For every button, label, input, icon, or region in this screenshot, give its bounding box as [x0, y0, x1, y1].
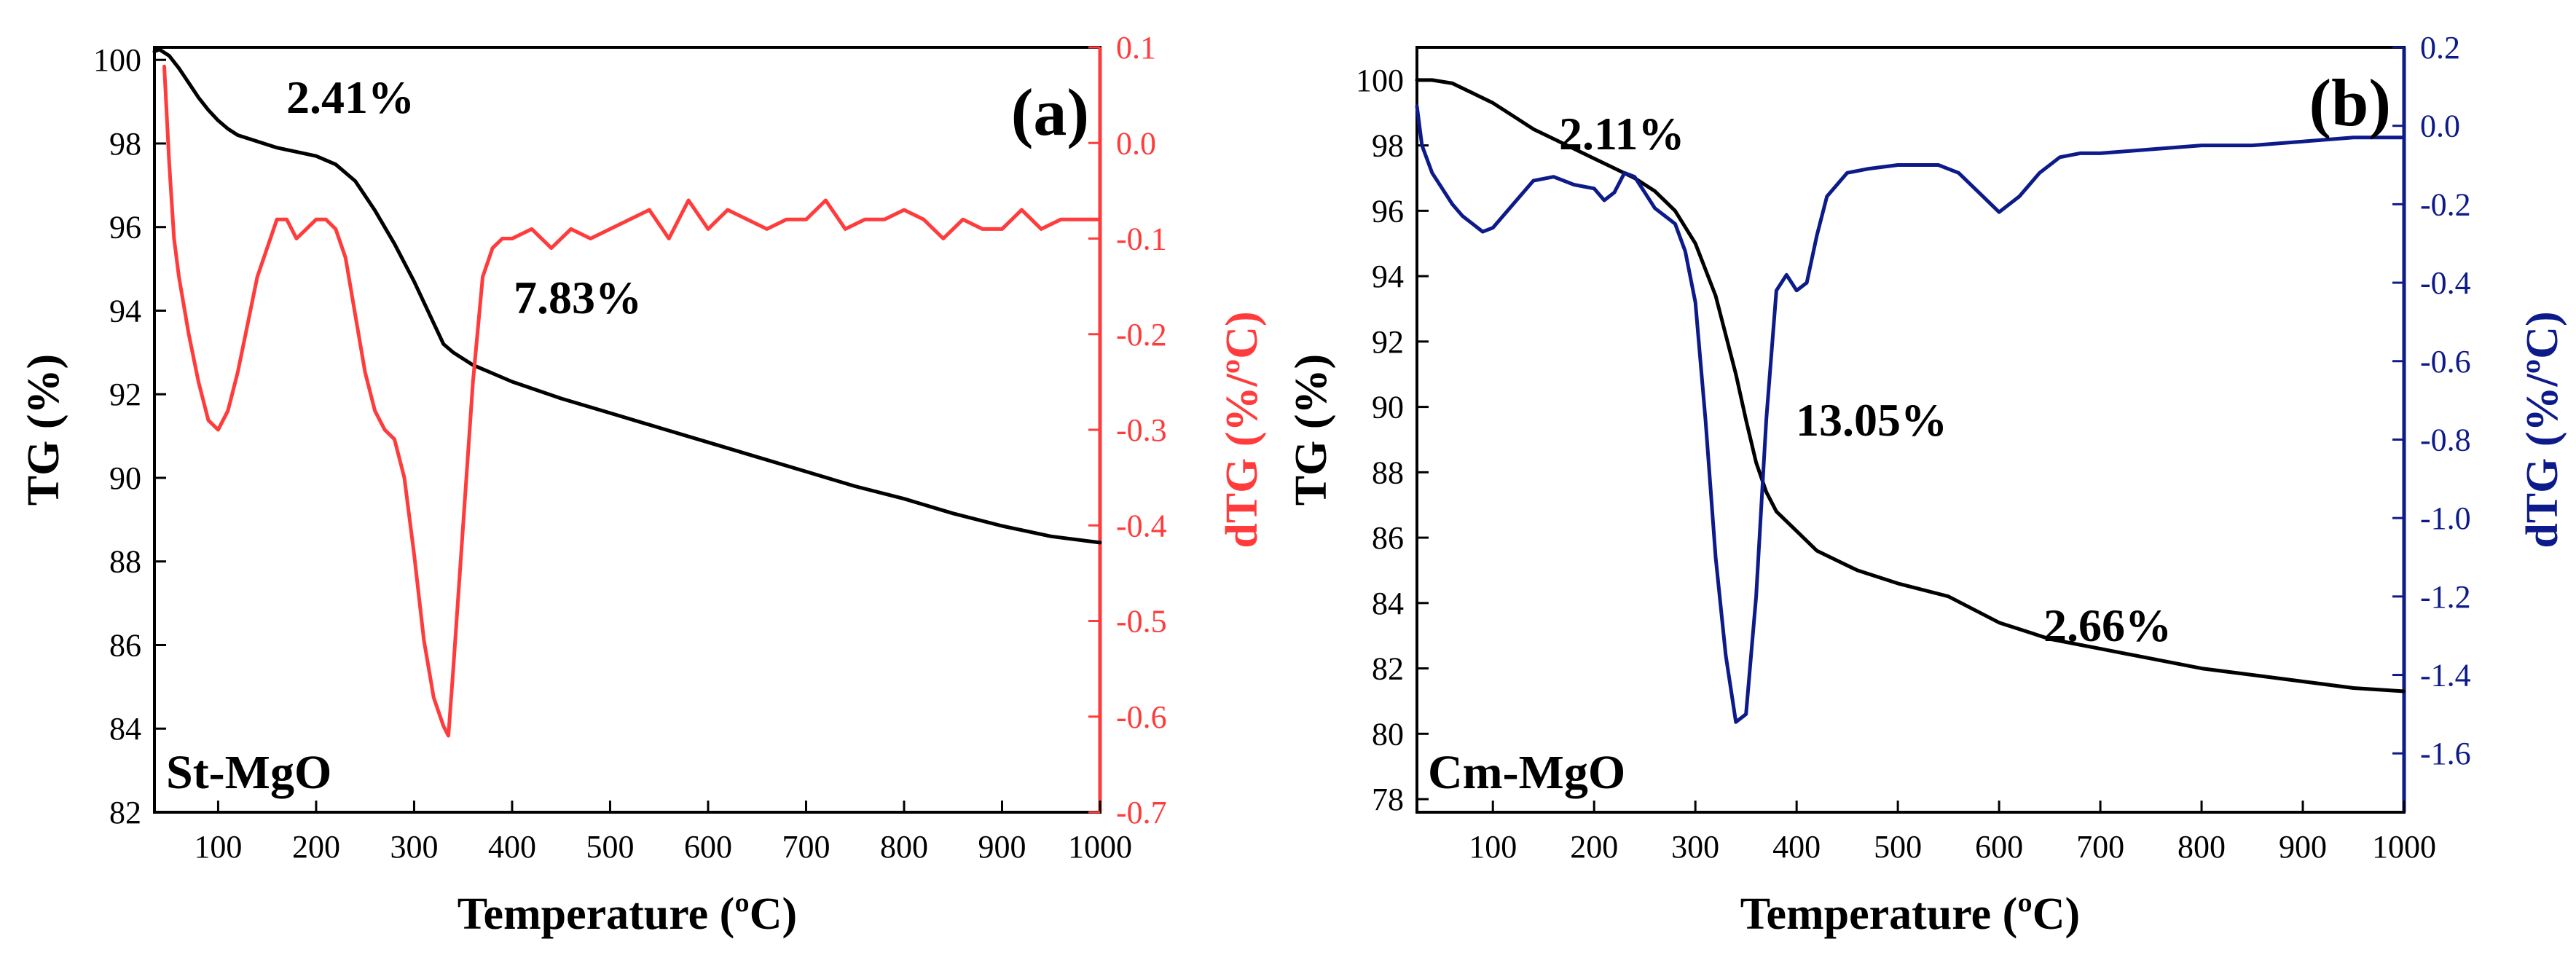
x-tick-label: 900	[978, 829, 1026, 865]
left-y-ticks-b: 78 80 82 84 86 88 90 92 94 96 98 100	[1356, 63, 1429, 817]
left-y-tick-label: 88	[1372, 455, 1404, 490]
left-y-tick-label: 88	[109, 544, 141, 580]
x-tick-label: 1000	[1068, 829, 1132, 865]
right-y-tick-label: -0.2	[1116, 317, 1167, 353]
x-tick-label: 700	[2076, 829, 2124, 865]
right-y-tick-label: 0.0	[1116, 125, 1156, 161]
panel-b: 100 200 300 400 500 600 700 800 900 1000 78 80 82 84…	[1287, 30, 2567, 939]
left-y-tick-label: 98	[1372, 128, 1404, 164]
right-y-tick-label: -0.7	[1116, 795, 1167, 830]
x-tick-label: 500	[1874, 829, 1922, 865]
right-y-tick-label: -0.3	[1116, 412, 1167, 448]
tg-curve	[152, 47, 1102, 545]
sample-label-b: Cm-MgO	[1428, 746, 1625, 799]
left-y-tick-label: 78	[1372, 782, 1404, 817]
x-tick-label: 300	[1671, 829, 1719, 865]
dtg-curve	[1415, 104, 2406, 724]
x-ticks-b: 100 200 300 400 500 600 700 800 900 1000	[1469, 801, 2436, 865]
annotation-b-2: 13.05%	[1796, 394, 1947, 446]
left-y-tick-label: 98	[109, 126, 141, 162]
annotation-a-1: 2.41%	[286, 71, 415, 123]
annotation-b-1: 2.11%	[1559, 108, 1684, 160]
right-y-tick-label: -0.4	[1116, 508, 1167, 543]
x-tick-label: 700	[782, 829, 830, 865]
panel-label-a: (a)	[1011, 75, 1089, 149]
left-y-tick-label: 86	[1372, 520, 1404, 556]
left-axis-title-a: TG (%)	[19, 354, 68, 506]
left-y-tick-label: 82	[1372, 651, 1404, 687]
left-y-tick-label: 84	[1372, 586, 1404, 621]
right-y-tick-label: -0.8	[2420, 422, 2471, 457]
left-y-tick-label: 84	[109, 711, 141, 747]
panel-label-b: (b)	[2309, 66, 2391, 140]
x-tick-label: 200	[1570, 829, 1618, 865]
annotation-a-2: 7.83%	[514, 272, 642, 323]
x-tick-label: 600	[684, 829, 732, 865]
x-tick-label: 500	[586, 829, 634, 865]
x-ticks-a: 100 200 300 400 500 600 700 800 900 1000	[194, 801, 1132, 865]
right-y-tick-label: 0.1	[1116, 30, 1156, 66]
left-y-tick-label: 92	[109, 377, 141, 412]
x-tick-label: 900	[2279, 829, 2327, 865]
right-y-tick-label: -1.0	[2420, 500, 2471, 536]
right-y-tick-label: -1.6	[2420, 736, 2471, 771]
left-y-tick-label: 90	[109, 460, 141, 496]
right-y-tick-label: 0.2	[2420, 30, 2460, 66]
x-tick-label: 400	[488, 829, 536, 865]
x-tick-label: 1000	[2372, 829, 2436, 865]
right-axis-title-a: dTG (%/ºC)	[1217, 311, 1267, 548]
series-lines-b	[1415, 78, 2406, 724]
x-tick-label: 800	[880, 829, 928, 865]
right-y-tick-label: -1.2	[2420, 579, 2471, 615]
panel-a: 100 200 300 400 500 600 700 800 900 1000 82 84 86 88…	[19, 30, 1267, 939]
annotation-b-3: 2.66%	[2043, 600, 2172, 651]
right-y-tick-label: -1.4	[2420, 658, 2471, 693]
right-y-tick-label: -0.6	[2420, 344, 2471, 380]
right-y-ticks-a: 0.1 0.0 -0.1 -0.2 -0.3 -0.4 -0.5 -0.6 -0.7	[1088, 30, 1167, 830]
x-tick-label: 600	[1975, 829, 2023, 865]
left-y-tick-label: 96	[1372, 193, 1404, 229]
right-y-ticks-b: 0.2 0.0 -0.2 -0.4 -0.6 -0.8 -1.0 -1.2 -1.4 -1.6	[2392, 30, 2471, 771]
right-y-tick-label: -0.2	[2420, 186, 2471, 222]
left-y-tick-label: 100	[93, 42, 141, 78]
right-y-tick-label: -0.1	[1116, 221, 1167, 257]
right-y-tick-label: -0.5	[1116, 604, 1167, 640]
dtg-curve	[162, 64, 1102, 738]
x-tick-label: 100	[1469, 829, 1517, 865]
right-y-tick-label: 0.0	[2420, 109, 2460, 144]
tg-curve	[1415, 78, 2406, 693]
left-axis-title-b: TG (%)	[1287, 354, 1336, 506]
x-tick-label: 300	[390, 829, 438, 865]
x-tick-label: 100	[194, 829, 242, 865]
left-y-tick-label: 90	[1372, 390, 1404, 425]
left-y-tick-label: 94	[1372, 259, 1404, 294]
series-lines-a	[152, 47, 1102, 738]
sample-label-a: St-MgO	[166, 746, 331, 799]
left-y-tick-label: 92	[1372, 324, 1404, 360]
x-axis-title-b: Temperature (ºC)	[1740, 889, 2080, 939]
right-y-tick-label: -0.6	[1116, 699, 1167, 735]
x-tick-label: 200	[292, 829, 340, 865]
left-y-tick-label: 100	[1356, 63, 1404, 98]
x-tick-label: 800	[2178, 829, 2226, 865]
right-y-tick-label: -0.4	[2420, 265, 2471, 301]
plot-frame-a	[153, 46, 1102, 814]
left-y-tick-label: 94	[109, 293, 141, 329]
x-tick-label: 400	[1772, 829, 1821, 865]
x-axis-title-a: Temperature (ºC)	[458, 889, 797, 939]
left-y-tick-label: 96	[109, 210, 141, 245]
left-y-tick-label: 82	[109, 795, 141, 830]
right-axis-title-b: dTG (%/ºC)	[2518, 311, 2567, 548]
left-y-tick-label: 86	[109, 627, 141, 663]
left-y-tick-label: 80	[1372, 716, 1404, 752]
left-y-ticks-a: 82 84 86 88 90 92 94 96 98 100	[93, 42, 166, 830]
